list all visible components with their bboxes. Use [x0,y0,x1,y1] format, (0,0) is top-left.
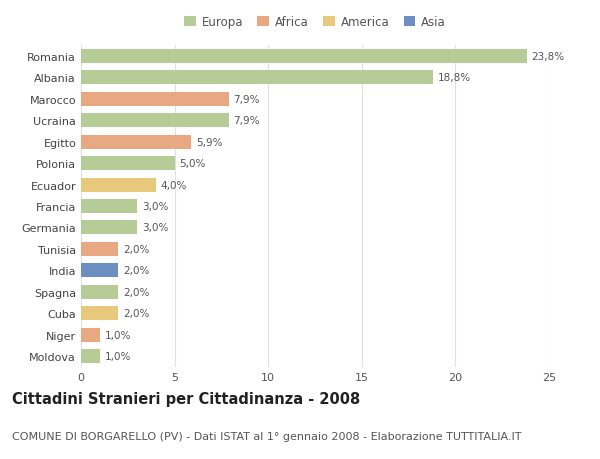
Text: 1,0%: 1,0% [104,352,131,362]
Text: 3,0%: 3,0% [142,202,168,212]
Text: COMUNE DI BORGARELLO (PV) - Dati ISTAT al 1° gennaio 2008 - Elaborazione TUTTITA: COMUNE DI BORGARELLO (PV) - Dati ISTAT a… [12,431,521,441]
Text: 4,0%: 4,0% [161,180,187,190]
Text: 7,9%: 7,9% [233,116,260,126]
Text: Cittadini Stranieri per Cittadinanza - 2008: Cittadini Stranieri per Cittadinanza - 2… [12,391,360,406]
Bar [81,178,156,192]
Bar [81,93,229,106]
Text: 5,0%: 5,0% [179,159,206,169]
Bar [81,135,191,149]
Legend: Europa, Africa, America, Asia: Europa, Africa, America, Asia [179,11,451,34]
Text: 3,0%: 3,0% [142,223,168,233]
Text: 7,9%: 7,9% [233,95,260,105]
Bar [81,242,118,256]
Bar [81,71,433,85]
Bar [81,307,118,320]
Bar [81,200,137,213]
Bar [81,221,137,235]
Text: 23,8%: 23,8% [531,51,565,62]
Bar [81,328,100,342]
Bar [81,264,118,278]
Text: 2,0%: 2,0% [123,266,149,276]
Text: 2,0%: 2,0% [123,287,149,297]
Bar [81,285,118,299]
Text: 2,0%: 2,0% [123,244,149,254]
Bar [81,114,229,128]
Text: 2,0%: 2,0% [123,308,149,319]
Bar [81,50,527,64]
Bar [81,350,100,364]
Text: 18,8%: 18,8% [437,73,471,83]
Text: 1,0%: 1,0% [104,330,131,340]
Text: 5,9%: 5,9% [196,137,223,147]
Bar [81,157,175,171]
